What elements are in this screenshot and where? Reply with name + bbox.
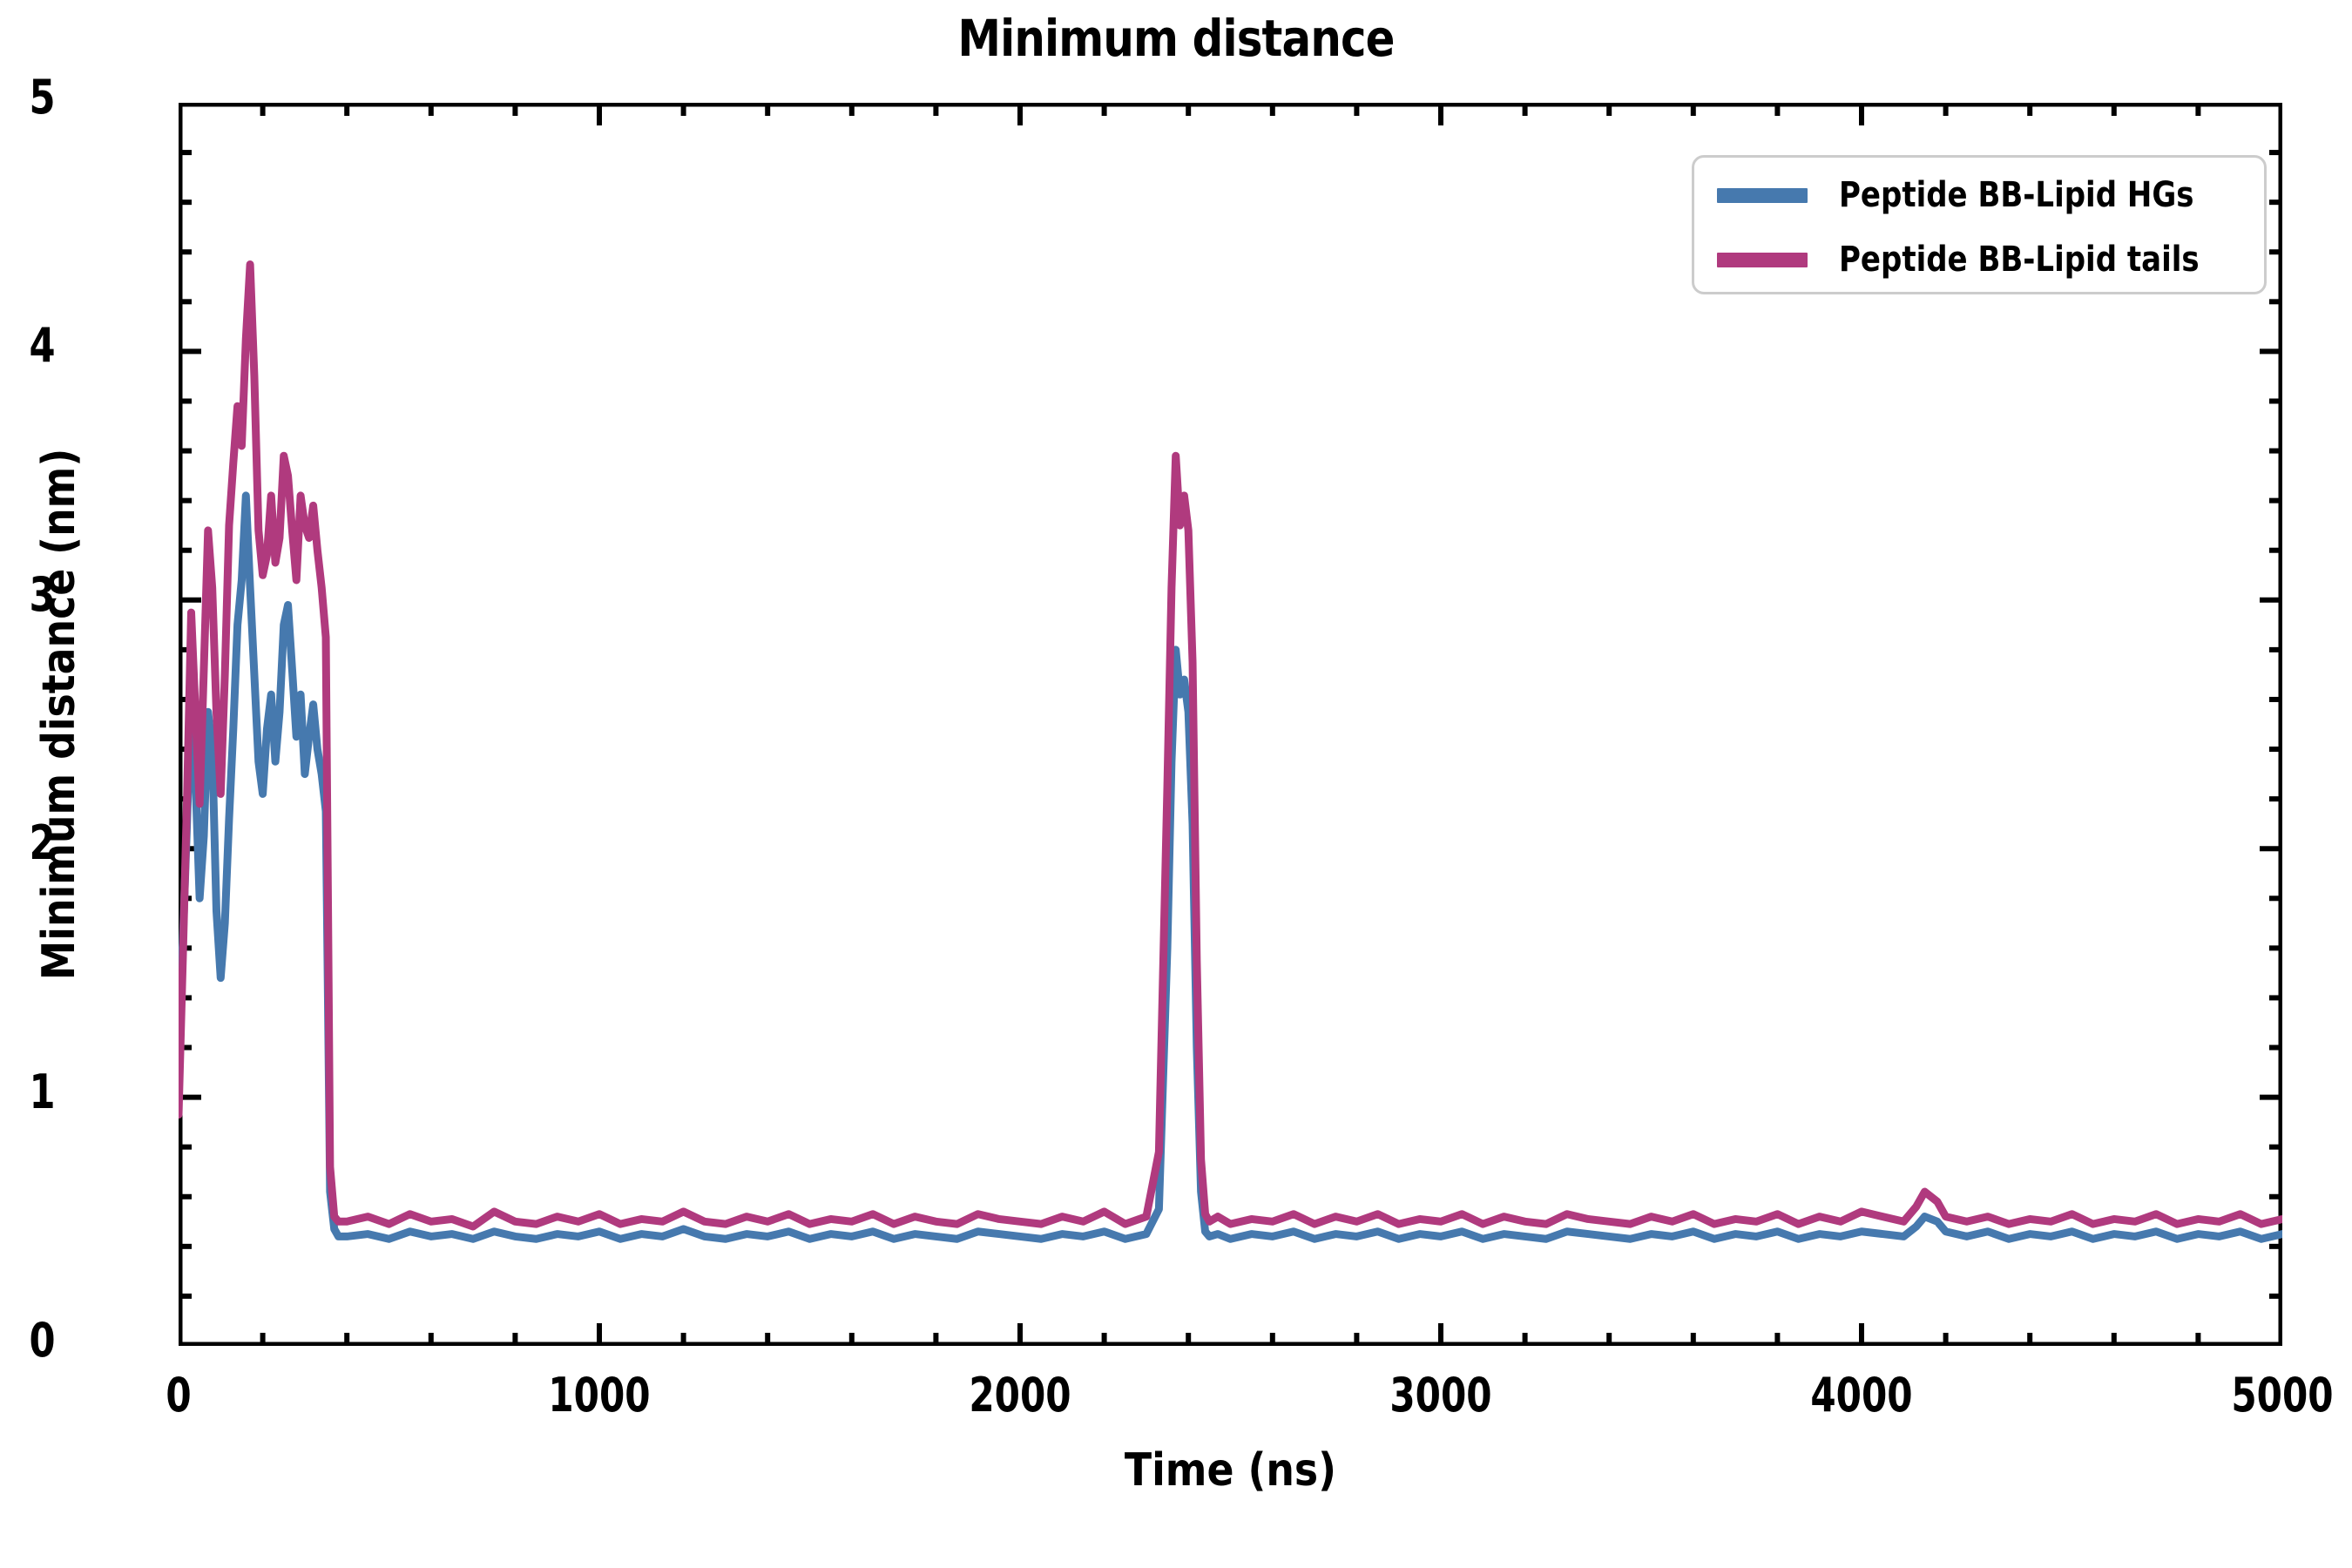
plot-area [179, 103, 2282, 1346]
x-tick-label: 4000 [1810, 1368, 1913, 1423]
chart-title: Minimum distance [957, 9, 1395, 68]
legend-item-1[interactable]: Peptide BB-Lipid tails [1694, 229, 2269, 290]
x-tick-label: 0 [166, 1368, 192, 1423]
y-axis-label: Minimum distance (nm) [33, 448, 85, 981]
y-tick-label: 1 [29, 1064, 56, 1119]
legend-item-0[interactable]: Peptide BB-Lipid HGs [1694, 165, 2269, 226]
plot-canvas [179, 103, 2282, 1346]
x-axis-label: Time (ns) [1124, 1444, 1337, 1497]
x-tick-label: 3000 [1389, 1368, 1492, 1423]
legend-label-hgs: Peptide BB-Lipid HGs [1839, 175, 2194, 215]
y-tick-label: 3 [29, 566, 56, 622]
legend-swatch-tails [1717, 252, 1808, 267]
legend-label-tails: Peptide BB-Lipid tails [1839, 240, 2200, 280]
y-tick-label: 4 [29, 318, 56, 374]
series-line-0 [179, 491, 2282, 1243]
y-tick-label: 2 [29, 815, 56, 871]
x-tick-label: 2000 [969, 1368, 1071, 1423]
x-tick-label: 1000 [548, 1368, 651, 1423]
legend: Peptide BB-Lipid HGs Peptide BB-Lipid ta… [1692, 155, 2267, 294]
series-line-1 [179, 260, 2282, 1231]
x-tick-label: 5000 [2231, 1368, 2334, 1423]
y-tick-label: 0 [29, 1313, 56, 1368]
legend-swatch-hgs [1717, 187, 1808, 203]
y-tick-label: 5 [29, 70, 56, 125]
data-series [179, 260, 2282, 1243]
